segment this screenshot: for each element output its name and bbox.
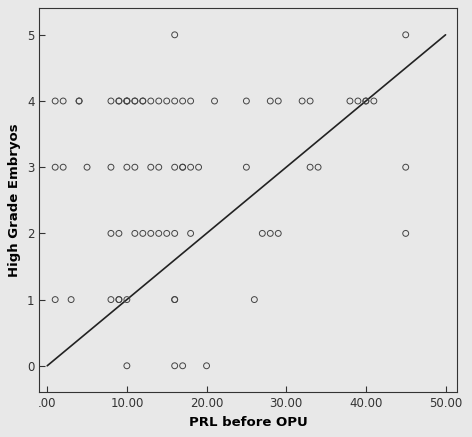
Point bbox=[67, 296, 75, 303]
Point bbox=[51, 97, 59, 104]
Point bbox=[179, 362, 186, 369]
Point bbox=[402, 164, 410, 171]
Point bbox=[76, 97, 83, 104]
Point bbox=[171, 362, 178, 369]
Point bbox=[306, 164, 314, 171]
Point bbox=[139, 97, 147, 104]
Point bbox=[171, 296, 178, 303]
Point bbox=[83, 164, 91, 171]
Point bbox=[267, 97, 274, 104]
Point bbox=[59, 164, 67, 171]
Point bbox=[115, 97, 123, 104]
Point bbox=[203, 362, 211, 369]
Point bbox=[370, 97, 378, 104]
Point bbox=[179, 97, 186, 104]
Point bbox=[155, 97, 162, 104]
Point bbox=[115, 230, 123, 237]
Point bbox=[107, 164, 115, 171]
Point bbox=[139, 230, 147, 237]
Point bbox=[306, 97, 314, 104]
Point bbox=[195, 164, 202, 171]
Point bbox=[123, 97, 131, 104]
Point bbox=[123, 97, 131, 104]
Point bbox=[115, 97, 123, 104]
Point bbox=[179, 164, 186, 171]
Point bbox=[51, 164, 59, 171]
Point bbox=[131, 97, 139, 104]
Point bbox=[171, 164, 178, 171]
Point bbox=[267, 230, 274, 237]
Point bbox=[123, 97, 131, 104]
Point bbox=[107, 230, 115, 237]
Point bbox=[107, 97, 115, 104]
Point bbox=[115, 296, 123, 303]
Point bbox=[243, 164, 250, 171]
Point bbox=[155, 230, 162, 237]
Point bbox=[115, 296, 123, 303]
X-axis label: PRL before OPU: PRL before OPU bbox=[189, 416, 308, 429]
Y-axis label: High Grade Embryos: High Grade Embryos bbox=[8, 124, 21, 277]
Point bbox=[155, 164, 162, 171]
Point bbox=[139, 97, 147, 104]
Point bbox=[131, 230, 139, 237]
Point bbox=[131, 97, 139, 104]
Point bbox=[107, 296, 115, 303]
Point bbox=[131, 164, 139, 171]
Point bbox=[354, 97, 362, 104]
Point bbox=[123, 296, 131, 303]
Point bbox=[171, 97, 178, 104]
Point bbox=[187, 97, 194, 104]
Point bbox=[147, 164, 154, 171]
Point bbox=[179, 164, 186, 171]
Point bbox=[187, 230, 194, 237]
Point bbox=[59, 97, 67, 104]
Point bbox=[123, 164, 131, 171]
Point bbox=[163, 97, 170, 104]
Point bbox=[51, 296, 59, 303]
Point bbox=[171, 31, 178, 38]
Point bbox=[147, 230, 154, 237]
Point bbox=[187, 164, 194, 171]
Point bbox=[123, 362, 131, 369]
Point bbox=[275, 230, 282, 237]
Point bbox=[171, 230, 178, 237]
Point bbox=[402, 31, 410, 38]
Point bbox=[211, 97, 218, 104]
Point bbox=[362, 97, 370, 104]
Point bbox=[275, 97, 282, 104]
Point bbox=[251, 296, 258, 303]
Point bbox=[402, 230, 410, 237]
Point bbox=[314, 164, 322, 171]
Point bbox=[163, 230, 170, 237]
Point bbox=[76, 97, 83, 104]
Point bbox=[171, 296, 178, 303]
Point bbox=[259, 230, 266, 237]
Point bbox=[362, 97, 370, 104]
Point bbox=[346, 97, 354, 104]
Point bbox=[147, 97, 154, 104]
Point bbox=[298, 97, 306, 104]
Point bbox=[243, 97, 250, 104]
